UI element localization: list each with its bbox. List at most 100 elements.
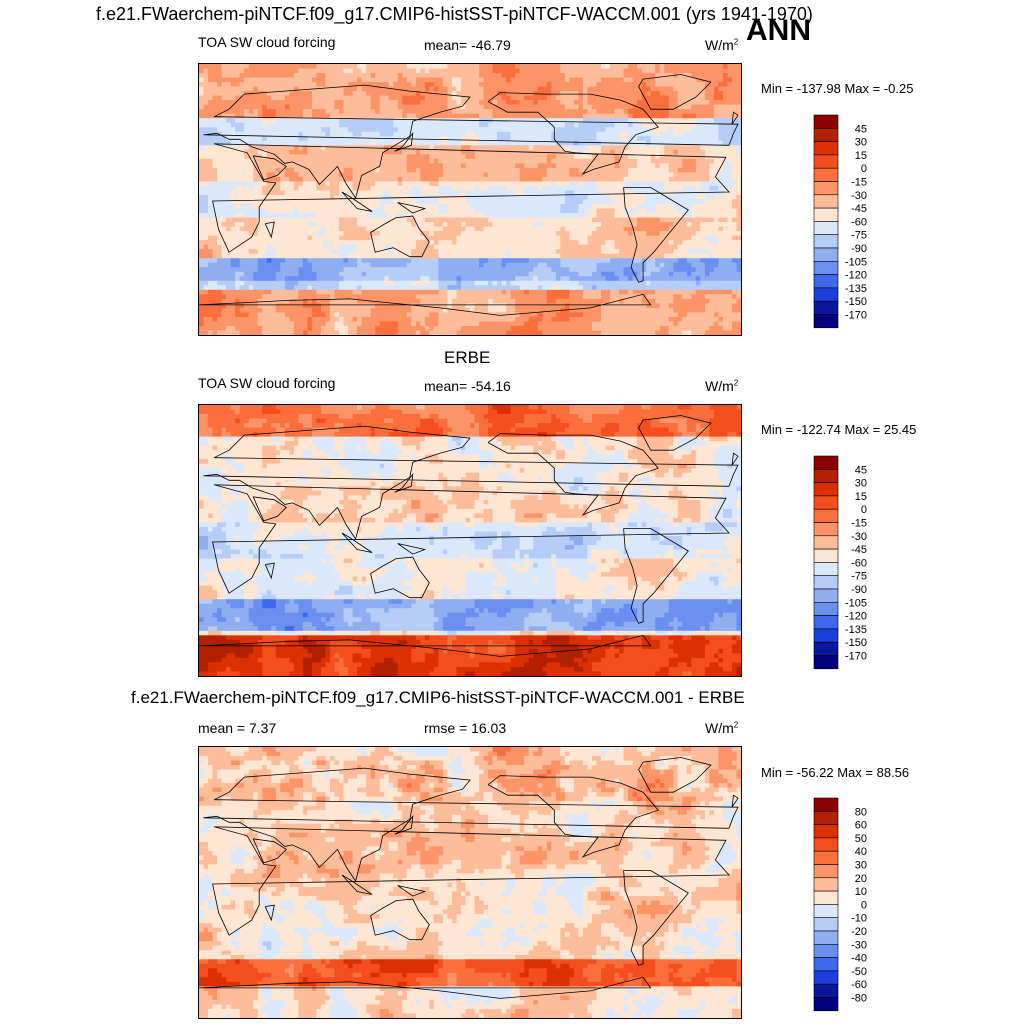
field-cell xyxy=(731,208,738,214)
field-cell xyxy=(375,217,381,223)
field-cell xyxy=(587,240,593,246)
field-cell xyxy=(470,154,476,160)
field-cell xyxy=(501,231,507,237)
field-cell xyxy=(628,190,634,196)
field-cell xyxy=(646,122,652,128)
field-cell xyxy=(348,100,354,106)
field-cell xyxy=(497,145,503,151)
field-cell xyxy=(623,118,629,124)
field-cell xyxy=(411,100,417,106)
field-cell xyxy=(366,149,372,155)
field-cell xyxy=(619,149,625,155)
field-cell xyxy=(677,82,683,88)
field-cell xyxy=(641,136,647,142)
field-cell xyxy=(357,95,363,101)
field-cell xyxy=(352,244,358,250)
field-cell xyxy=(650,163,656,169)
field-cell xyxy=(637,167,643,173)
field-cell xyxy=(659,104,665,110)
field-cell xyxy=(501,163,507,169)
field-cell xyxy=(614,190,620,196)
field-cell xyxy=(411,222,417,228)
field-cell xyxy=(600,204,607,210)
field-cell xyxy=(424,68,430,74)
field-cell xyxy=(718,181,724,187)
field-cell xyxy=(614,100,620,106)
field-cell xyxy=(564,113,570,119)
field-cell xyxy=(474,222,480,228)
field-cell xyxy=(366,194,372,201)
field-cell xyxy=(352,199,358,205)
field-cell xyxy=(641,199,647,205)
field-cell xyxy=(366,77,372,83)
field-cell xyxy=(537,167,543,173)
field-cell xyxy=(596,104,602,110)
field-cell xyxy=(600,181,607,187)
field-cell xyxy=(659,181,665,187)
field-cell xyxy=(718,204,724,210)
field-cell xyxy=(510,204,516,210)
field-cell xyxy=(442,118,449,124)
field-cell xyxy=(501,64,507,70)
field-cell xyxy=(573,113,579,119)
field-cell xyxy=(266,167,272,173)
field-cell xyxy=(515,77,521,83)
field-cell xyxy=(375,68,381,74)
field-cell xyxy=(515,113,521,119)
field-cell xyxy=(700,235,706,241)
field-cell xyxy=(199,154,205,160)
field-cell xyxy=(334,185,340,192)
field-cell xyxy=(524,140,530,146)
field-cell xyxy=(686,91,692,97)
field-cell xyxy=(348,176,354,183)
field-cell xyxy=(659,73,665,79)
field-cell xyxy=(217,235,223,241)
field-cell xyxy=(510,136,516,142)
field-cell xyxy=(262,77,268,83)
field-cell xyxy=(203,222,209,228)
field-cell xyxy=(284,185,290,192)
field-cell xyxy=(442,199,449,205)
field-cell xyxy=(470,109,476,115)
field-cell xyxy=(682,68,688,74)
field-cell xyxy=(257,176,263,183)
field-cell xyxy=(203,249,209,255)
field-cell xyxy=(343,190,349,196)
field-cell xyxy=(393,235,399,241)
field-cell xyxy=(244,86,250,92)
field-cell xyxy=(388,68,394,74)
field-cell xyxy=(244,136,250,142)
field-cell xyxy=(284,199,290,205)
field-cell xyxy=(348,240,354,246)
field-cell xyxy=(325,208,331,214)
field-cell xyxy=(334,172,340,178)
field-cell xyxy=(560,68,566,74)
field-cell xyxy=(230,113,236,119)
field-cell xyxy=(506,68,512,74)
field-cell xyxy=(465,172,471,178)
field-cell xyxy=(415,231,421,237)
field-cell xyxy=(361,190,367,196)
field-cell xyxy=(411,158,417,164)
field-cell xyxy=(569,136,575,142)
field-cell xyxy=(465,136,471,142)
field-cell xyxy=(280,118,286,124)
field-cell xyxy=(619,95,625,101)
field-cell xyxy=(424,249,430,255)
field-cell xyxy=(578,240,584,246)
field-cell xyxy=(447,194,453,201)
field-cell xyxy=(325,131,331,137)
field-cell xyxy=(528,109,534,115)
field-cell xyxy=(447,217,453,223)
field-cell xyxy=(343,163,349,169)
field-cell xyxy=(316,154,322,160)
field-cell xyxy=(366,73,372,79)
field-cell xyxy=(564,127,570,133)
field-cell xyxy=(442,176,449,183)
field-cell xyxy=(497,213,503,219)
field-cell xyxy=(519,158,525,164)
field-cell xyxy=(600,231,607,237)
field-cell xyxy=(212,68,218,74)
field-cell xyxy=(460,109,467,115)
field-cell xyxy=(691,176,697,183)
